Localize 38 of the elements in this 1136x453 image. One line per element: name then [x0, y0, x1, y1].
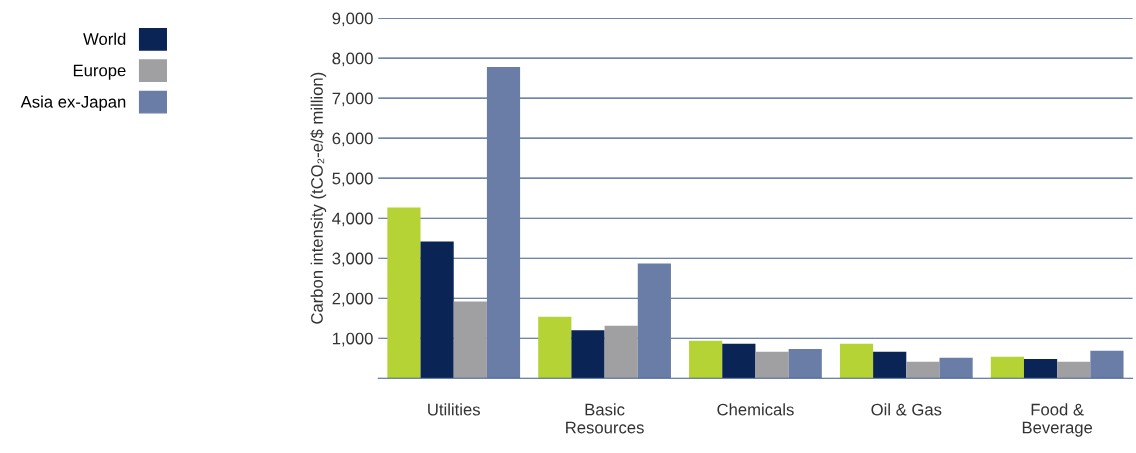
bar — [420, 241, 454, 379]
x-tick-label: Basic Resources — [566, 403, 644, 434]
legend-label: World — [83, 32, 126, 45]
x-tick-label: Utilities — [428, 403, 480, 416]
y-tick-label: 4,000 — [332, 212, 373, 227]
bar — [873, 351, 907, 379]
bar — [538, 316, 572, 379]
y-axis-title: Carbon intensity (tCO₂-e/$ million) — [310, 72, 327, 324]
bar — [571, 330, 605, 379]
bar — [1090, 350, 1124, 379]
bar — [755, 351, 789, 379]
bar — [839, 343, 874, 379]
y-tick-label: 2,000 — [332, 292, 373, 307]
bar — [486, 66, 521, 379]
bar — [722, 343, 756, 379]
legend-label: Asia ex-Japan — [20, 95, 126, 112]
y-tick-label: 8,000 — [332, 52, 373, 67]
x-tick-label: Food & Beverage — [1022, 403, 1093, 437]
bar — [1057, 361, 1091, 379]
y-tick-label: 9,000 — [332, 12, 373, 27]
bar — [939, 357, 973, 379]
legend-label: Europe — [73, 64, 126, 80]
bar — [689, 340, 723, 379]
bar — [637, 263, 671, 379]
y-tick-label: 3,000 — [332, 252, 373, 267]
y-tick-label: 7,000 — [332, 92, 373, 107]
bar — [387, 207, 421, 379]
bar — [906, 361, 940, 379]
bar — [453, 301, 487, 379]
bar — [788, 349, 822, 379]
bar — [1023, 359, 1058, 379]
y-tick-label: 6,000 — [332, 132, 373, 147]
bar — [990, 356, 1024, 379]
x-tick-label: Chemicals — [717, 403, 794, 416]
y-tick-label: 1,000 — [332, 332, 373, 347]
bar — [604, 325, 638, 379]
y-tick-label: 5,000 — [332, 172, 373, 187]
x-tick-label: Oil & Gas — [871, 403, 942, 416]
